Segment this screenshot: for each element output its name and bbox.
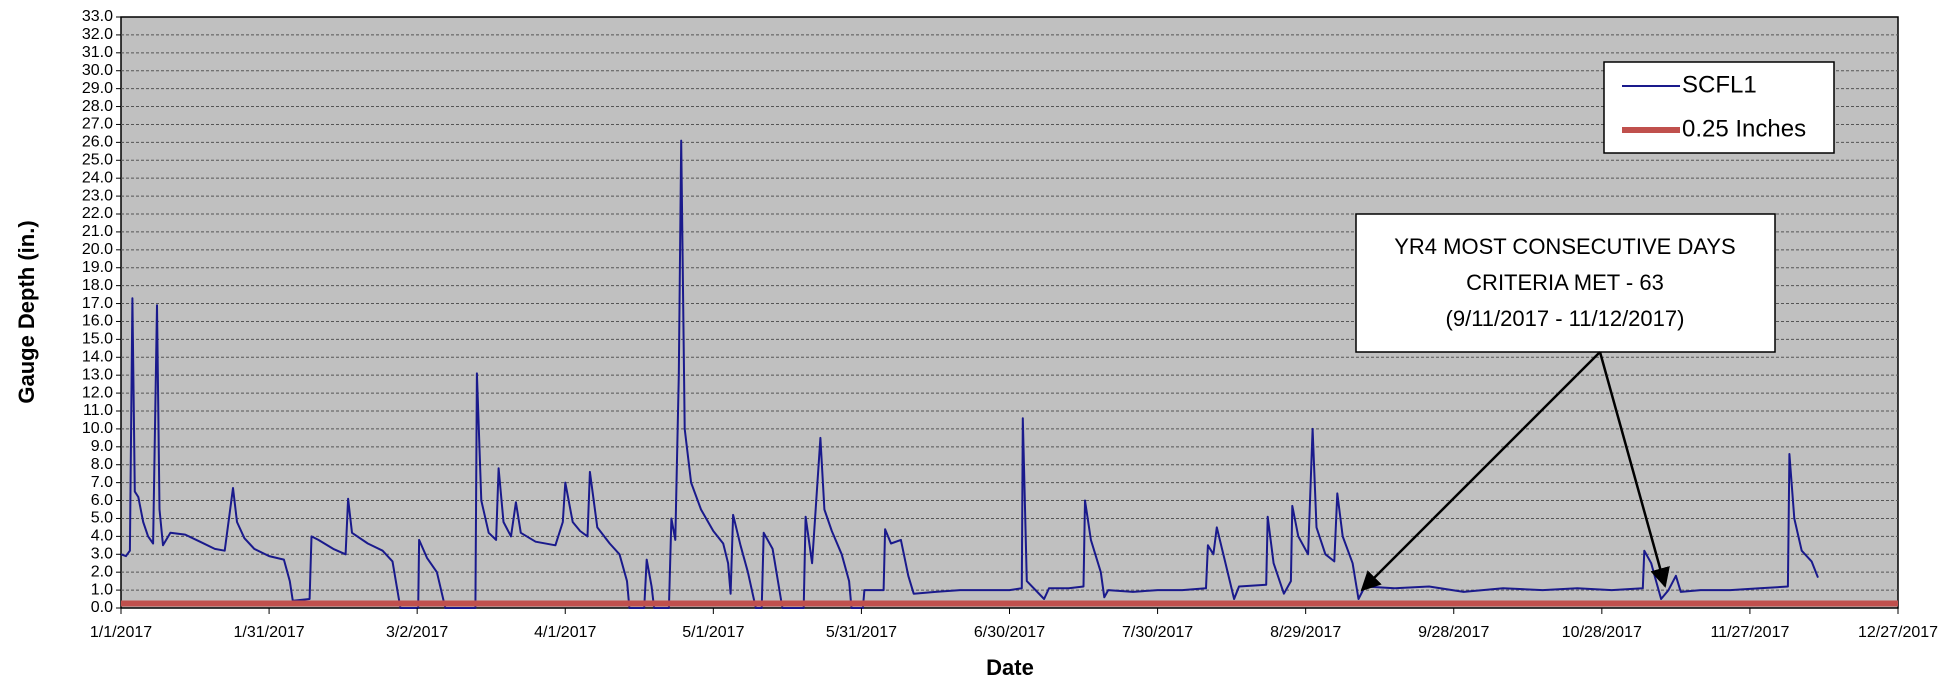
x-tick-label: 4/1/2017 [534,624,596,641]
annotation-arrow [1360,351,1601,592]
x-tick-label: 5/31/2017 [826,624,897,641]
y-tick-label: 14.0 [82,348,113,365]
lines [120,139,1898,609]
y-tick-label: 24.0 [82,169,113,186]
legend-entries: SCFL1 0.25 Inches [1622,71,1806,142]
y-tick-label: 5.0 [91,510,113,527]
y-tick-label: 10.0 [82,420,113,437]
annotation-box [1355,213,1776,353]
y-tick-label: 26.0 [82,134,113,151]
y-tick-label: 16.0 [82,313,113,330]
y-tick-label: 6.0 [91,492,113,509]
y-tick-label: 13.0 [82,366,113,383]
x-axis-label: Date [986,655,1034,680]
x-tick-label: 5/1/2017 [682,624,744,641]
annotation-text: (9/11/2017 - 11/12/2017) [1446,306,1685,331]
y-tick-label: 9.0 [91,438,113,455]
y-tick-label: 28.0 [82,98,113,115]
x-tick-label: 12/27/2017 [1858,624,1938,641]
x-tick-label: 7/30/2017 [1122,624,1193,641]
y-tick-label: 17.0 [82,295,113,312]
x-tick-label: 1/1/2017 [90,624,152,641]
y-tick-label: 27.0 [82,116,113,133]
y-tick-label: 20.0 [82,241,113,258]
y-tick-label: 7.0 [91,474,113,491]
x-tick-label: 11/27/2017 [1710,624,1789,641]
annotation-text: YR4 MOST CONSECUTIVE DAYS [1394,234,1735,259]
y-tick-label: 25.0 [82,151,113,168]
y-tick-label: 30.0 [82,62,113,79]
y-tick-label: 18.0 [82,277,113,294]
y-tick-label: 22.0 [82,205,113,222]
y-axis-label: Gauge Depth (in.) [14,220,39,403]
y-tick-label: 31.0 [82,44,113,61]
y-tick-label: 19.0 [82,259,113,276]
y-tick-label: 21.0 [82,223,113,240]
x-tick-label: 1/31/2017 [233,624,304,641]
legend-label: 0.25 Inches [1682,115,1806,142]
annotation-text: CRITERIA MET - 63 [1466,270,1664,295]
series-line [120,139,1819,609]
y-tick-label: 4.0 [91,528,113,545]
y-tick-label: 2.0 [91,563,113,580]
y-tick-label: 23.0 [82,187,113,204]
y-tick-label: 1.0 [91,581,113,598]
y-tick-label: 12.0 [82,384,113,401]
y-tick-label: 0.0 [91,599,113,616]
y-tick-label: 29.0 [82,80,113,97]
legend [1603,61,1835,154]
y-tick-label: 8.0 [91,456,113,473]
y-tick-label: 3.0 [91,545,113,562]
x-tick-label: 10/28/2017 [1562,624,1642,641]
x-tick-label: 6/30/2017 [974,624,1045,641]
y-tick-label: 33.0 [82,8,113,25]
x-tick-label: 3/2/2017 [386,624,448,641]
y-tick-label: 15.0 [82,331,113,348]
x-tick-label: 8/29/2017 [1270,624,1341,641]
y-tick-label: 32.0 [82,26,113,43]
x-tick-label: 9/28/2017 [1418,624,1489,641]
legend-label: SCFL1 [1682,71,1757,98]
y-tick-label: 11.0 [83,402,113,419]
annotation-arrow [1598,351,1670,588]
